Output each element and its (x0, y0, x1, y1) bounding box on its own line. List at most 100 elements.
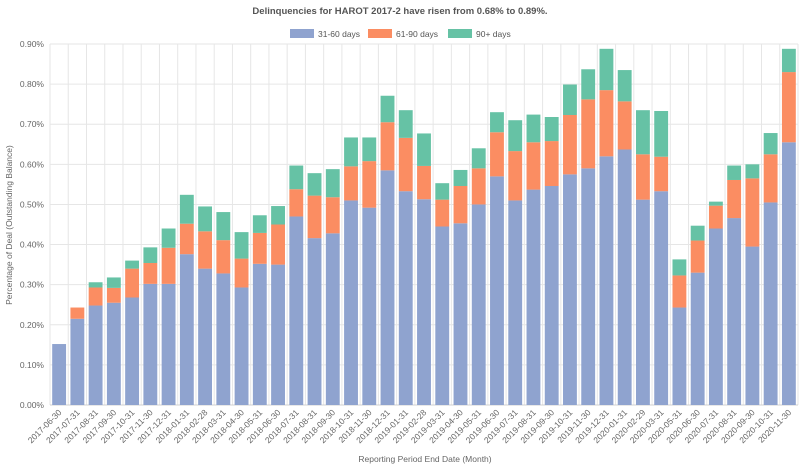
bar-segment-61-90 (125, 268, 140, 298)
bar-segment-90plus (289, 165, 304, 190)
bar-segment-31-60 (106, 302, 121, 405)
bar-segment-90plus (143, 247, 158, 264)
bar-segment-90plus (398, 110, 413, 138)
bar-segment-61-90 (435, 199, 450, 227)
x-axis-label: Reporting Period End Date (Month) (358, 454, 491, 464)
bar-segment-61-90 (289, 189, 304, 217)
bar-segment-31-60 (763, 202, 778, 405)
bar-segment-61-90 (70, 307, 85, 319)
bar-segment-61-90 (325, 197, 340, 234)
legend-label-90plus: 90+ days (476, 29, 511, 39)
bar-segment-90plus (508, 120, 523, 152)
bar-segment-90plus (727, 165, 742, 180)
bar-segment-61-90 (690, 240, 705, 273)
bar-segment-90plus (435, 183, 450, 200)
bar-segment-31-60 (398, 191, 413, 405)
bar-segment-90plus (380, 95, 395, 123)
bar-segment-90plus (362, 137, 377, 162)
bar-segment-61-90 (417, 165, 431, 200)
y-tick-label: 0.50% (20, 199, 45, 209)
bar-segment-61-90 (563, 114, 577, 175)
bar-segment-61-90 (581, 99, 596, 169)
bars (52, 48, 796, 405)
bar-segment-31-60 (435, 226, 450, 405)
legend-label-31-60: 31-60 days (318, 29, 360, 39)
bar-segment-31-60 (198, 268, 213, 405)
y-tick-label: 0.10% (20, 360, 45, 370)
bar-segment-31-60 (161, 283, 176, 405)
bar-segment-90plus (88, 282, 103, 288)
bar-segment-31-60 (727, 218, 742, 405)
bar-segment-61-90 (708, 205, 723, 229)
y-tick-label: 0.30% (20, 280, 45, 290)
bar-segment-31-60 (417, 199, 431, 405)
bar-segment-31-60 (307, 238, 322, 405)
legend-swatch-90plus (448, 29, 472, 38)
bar-segment-90plus (490, 112, 504, 133)
chart-title: Delinquencies for HAROT 2017-2 have rise… (252, 6, 547, 17)
bar-segment-61-90 (508, 151, 523, 201)
bar-segment-61-90 (727, 179, 742, 219)
bar-segment-31-60 (617, 149, 632, 405)
bar-segment-90plus (252, 215, 267, 233)
bar-segment-61-90 (635, 154, 650, 200)
legend: 31-60 days 61-90 days 90+ days (290, 29, 511, 39)
bar-segment-90plus (563, 84, 577, 115)
bar-segment-61-90 (234, 258, 249, 288)
bar-segment-90plus (763, 133, 778, 155)
bar-segment-61-90 (161, 247, 176, 284)
bar-segment-61-90 (544, 141, 559, 186)
bar-segment-90plus (599, 48, 614, 91)
bar-segment-90plus (161, 228, 176, 248)
legend-swatch-31-60 (290, 29, 314, 38)
bar-segment-61-90 (398, 137, 413, 192)
bar-segment-90plus (708, 201, 723, 206)
bar-segment-31-60 (690, 272, 705, 405)
bar-segment-61-90 (763, 154, 778, 203)
bar-segment-90plus (617, 70, 632, 102)
y-tick-label: 0.20% (20, 320, 45, 330)
bar-segment-31-60 (599, 156, 614, 405)
bar-segment-31-60 (234, 287, 249, 405)
bar-segment-61-90 (271, 224, 285, 265)
bar-segment-31-60 (271, 264, 285, 405)
bar-segment-90plus (635, 110, 650, 155)
bar-segment-90plus (344, 137, 358, 167)
bar-segment-90plus (745, 164, 760, 179)
bar-segment-90plus (417, 133, 431, 166)
x-axis-ticks: 2017-06-302017-07-312017-08-312017-09-30… (26, 407, 794, 445)
y-tick-label: 0.40% (20, 240, 45, 250)
bar-segment-61-90 (307, 195, 322, 239)
bar-segment-61-90 (453, 185, 468, 224)
bar-segment-31-60 (508, 200, 523, 405)
bar-segment-90plus (106, 277, 121, 288)
y-tick-label: 0.80% (20, 79, 45, 89)
bar-segment-61-90 (599, 90, 614, 157)
y-tick-label: 0.70% (20, 119, 45, 129)
bar-segment-31-60 (362, 207, 377, 405)
y-tick-label: 0.90% (20, 39, 45, 49)
bar-segment-61-90 (143, 263, 158, 284)
bar-segment-61-90 (745, 178, 760, 247)
bar-segment-31-60 (654, 191, 669, 405)
bar-segment-31-60 (526, 189, 541, 405)
bar-segment-61-90 (344, 166, 358, 201)
bar-segment-61-90 (88, 287, 103, 306)
bar-segment-61-90 (781, 72, 796, 143)
bar-segment-31-60 (344, 200, 358, 405)
bar-segment-61-90 (198, 231, 213, 269)
bar-segment-31-60 (325, 233, 340, 405)
bar-segment-61-90 (380, 122, 395, 171)
bar-segment-31-60 (252, 263, 267, 405)
bar-segment-90plus (471, 148, 486, 169)
bar-segment-90plus (234, 232, 249, 259)
bar-segment-90plus (216, 212, 231, 241)
bar-segment-90plus (544, 117, 559, 142)
bar-segment-31-60 (70, 318, 85, 405)
bar-segment-31-60 (708, 228, 723, 405)
bar-segment-31-60 (380, 170, 395, 405)
bar-segment-61-90 (216, 240, 231, 274)
bar-segment-61-90 (362, 161, 377, 208)
bar-segment-61-90 (471, 168, 486, 205)
bar-segment-61-90 (672, 275, 687, 308)
